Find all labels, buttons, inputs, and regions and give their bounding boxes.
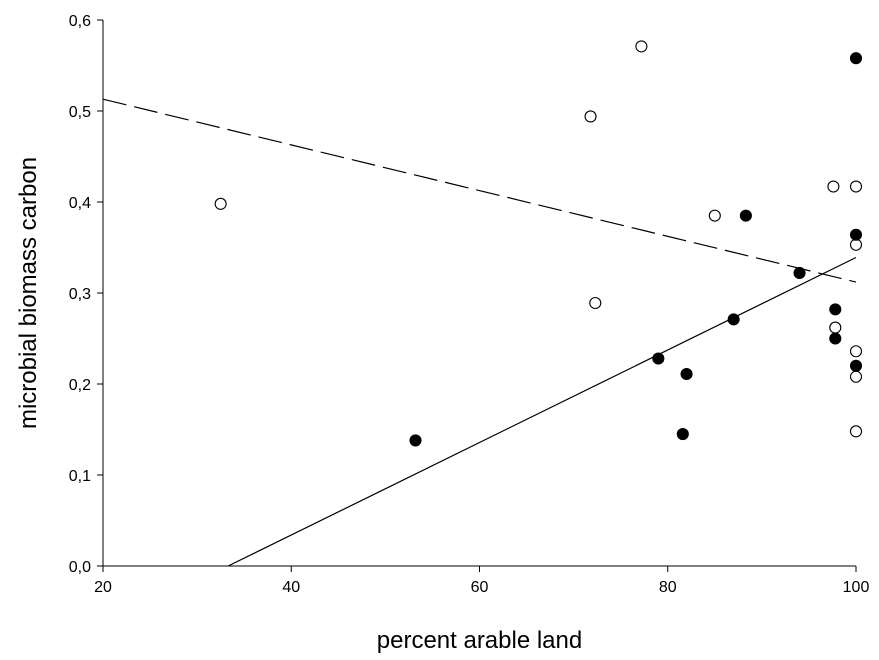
open-data-point: [849, 180, 863, 193]
open-data-point: [849, 370, 863, 383]
y-tick-label: 0,6: [69, 13, 91, 30]
filled-data-point: [849, 228, 863, 241]
open-data-point: [849, 345, 863, 358]
y-tick-label: 0,5: [69, 104, 91, 121]
open-data-point: [589, 296, 602, 310]
filled-data-point: [409, 434, 422, 447]
filled-data-point: [829, 303, 842, 316]
open-data-point: [635, 40, 648, 53]
filled-data-point: [652, 352, 665, 365]
filled-data-point: [849, 359, 863, 372]
y-tick-label: 0,1: [69, 468, 91, 485]
open-data-point: [708, 209, 721, 222]
open-data-point: [829, 321, 842, 334]
y-axis-title: microbial biomass carbon: [15, 157, 42, 429]
y-tick-label: 0,0: [69, 559, 91, 576]
plot-area: 20 40 60 80 100 0,0 0,1 0,2 0,3 0,4 0,5 0,6: [69, 13, 870, 596]
open-data-point: [849, 238, 863, 251]
filled-data-point: [793, 266, 806, 280]
filled-data-point: [727, 313, 740, 326]
filled-data-point: [829, 332, 842, 345]
y-tick-label: 0,3: [69, 286, 91, 303]
filled-data-point: [849, 52, 863, 65]
open-data-point: [214, 197, 227, 210]
open-data-point: [584, 110, 597, 123]
dashed-trendline: [102, 98, 857, 283]
open-data-point: [849, 425, 863, 438]
x-tick-label: 80: [659, 579, 677, 596]
y-tick-label: 0,4: [69, 195, 91, 212]
x-tick-label: 100: [843, 579, 870, 596]
filled-data-point: [676, 427, 689, 441]
x-axis-title: percent arable land: [377, 627, 582, 654]
open-data-point: [827, 180, 840, 193]
x-tick-label: 40: [282, 579, 300, 596]
solid-trendline: [227, 256, 857, 567]
x-tick-label: 60: [471, 579, 489, 596]
x-tick-label: 20: [94, 579, 112, 596]
filled-data-point: [680, 367, 693, 381]
y-tick-label: 0,2: [69, 377, 91, 394]
filled-data-point: [739, 209, 752, 222]
